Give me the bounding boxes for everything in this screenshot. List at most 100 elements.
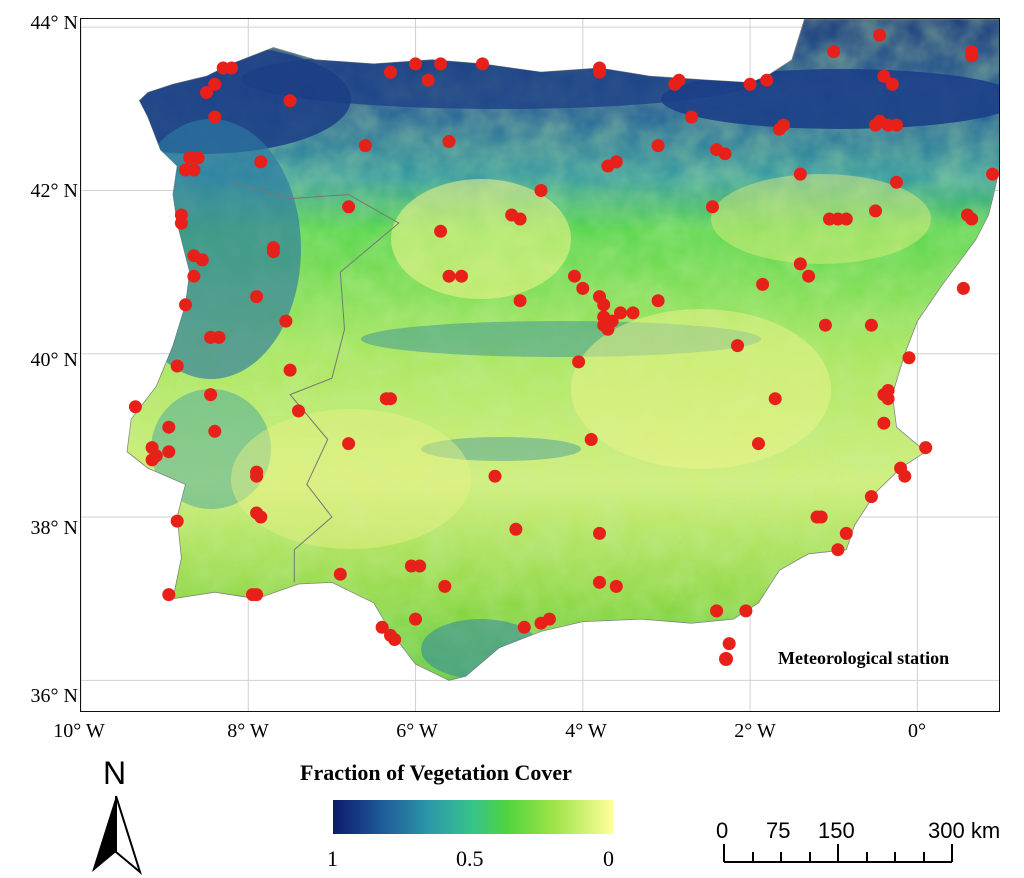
station-marker xyxy=(195,253,209,267)
lat-label-42: 42° N xyxy=(30,180,78,202)
lon-label-10w: 10° W xyxy=(53,720,105,742)
station-marker xyxy=(814,510,828,524)
station-marker xyxy=(768,392,782,406)
station-marker xyxy=(208,77,222,91)
station-marker xyxy=(902,351,916,365)
station-marker xyxy=(200,86,213,99)
station-marker xyxy=(601,159,615,173)
station-marker xyxy=(434,57,448,71)
station-marker xyxy=(212,330,226,344)
station-marker xyxy=(517,620,531,634)
station-marker xyxy=(731,339,744,353)
station-marker xyxy=(827,45,841,59)
colorbar-label-right: 0 xyxy=(603,846,614,871)
station-marker xyxy=(651,139,665,153)
station-marker xyxy=(584,433,598,446)
station-marker xyxy=(752,437,765,451)
station-marker xyxy=(513,294,527,308)
map-frame xyxy=(80,18,1000,712)
station-marker xyxy=(873,28,887,42)
station-marker xyxy=(772,122,786,136)
station-marker xyxy=(609,579,623,593)
station-marker xyxy=(292,404,305,418)
station-marker xyxy=(839,212,853,226)
station-marker xyxy=(869,204,882,218)
station-marker xyxy=(760,73,774,87)
station-marker xyxy=(756,277,770,291)
station-marker xyxy=(597,298,611,312)
station-marker xyxy=(421,73,435,87)
lat-label-44: 44° N xyxy=(30,12,78,34)
colorbar-label-left: 1 xyxy=(327,846,338,871)
map-canvas xyxy=(81,19,999,711)
station-marker xyxy=(187,269,201,283)
station-marker xyxy=(877,416,891,430)
station-marker xyxy=(509,522,523,536)
station-marker xyxy=(890,175,903,189)
lon-label-6w: 6° W xyxy=(396,720,438,742)
station-marker xyxy=(254,155,268,169)
lat-label-40: 40° N xyxy=(30,349,78,371)
colorbar-title: Fraction of Vegetation Cover xyxy=(300,760,572,785)
station-marker xyxy=(593,526,606,540)
north-letter: N xyxy=(103,755,127,791)
station-marker xyxy=(162,588,176,602)
station-marker xyxy=(542,612,556,626)
station-marker xyxy=(793,257,807,271)
station-marker xyxy=(718,147,732,161)
station-marker xyxy=(831,543,845,557)
station-marker xyxy=(388,633,402,646)
station-marker xyxy=(802,269,816,283)
station-marker xyxy=(434,224,448,238)
station-marker xyxy=(898,469,912,483)
station-marker xyxy=(442,269,456,283)
station-marker xyxy=(601,322,615,336)
station-marker xyxy=(250,588,264,602)
station-marker xyxy=(890,118,903,132)
station-marker xyxy=(250,290,264,304)
station-marker xyxy=(183,151,197,165)
station-marker xyxy=(145,453,159,467)
station-marker xyxy=(384,392,397,406)
station-marker xyxy=(919,441,933,455)
station-marker xyxy=(342,200,356,214)
station-marker xyxy=(743,77,757,91)
station-marker xyxy=(572,355,586,369)
scale-label-0: 0 xyxy=(716,818,729,843)
station-marker xyxy=(793,167,807,181)
lat-label-38: 38° N xyxy=(30,517,78,539)
station-marker xyxy=(279,314,293,328)
vegetation-texture xyxy=(127,19,999,681)
station-marker xyxy=(593,575,606,589)
station-marker xyxy=(864,318,878,332)
station-marker xyxy=(885,77,899,91)
station-marker xyxy=(614,306,627,320)
station-marker xyxy=(476,57,489,71)
north-arrow-icon xyxy=(92,795,142,875)
lon-label-0: 0° xyxy=(908,720,926,742)
station-marker xyxy=(877,69,891,83)
station-marker xyxy=(818,318,832,332)
station-marker xyxy=(266,245,280,259)
station-marker xyxy=(877,388,891,402)
station-marker xyxy=(438,579,452,593)
station-marker xyxy=(384,65,397,79)
station-marker xyxy=(534,184,548,197)
station-marker xyxy=(409,57,422,71)
portugal-spain-border xyxy=(231,181,400,583)
station-marker xyxy=(179,163,192,177)
colorbar-label-mid: 0.5 xyxy=(456,846,484,871)
station-marker xyxy=(375,620,389,634)
colorbar xyxy=(333,800,613,834)
lon-label-4w: 4° W xyxy=(565,720,607,742)
station-marker xyxy=(162,420,176,434)
station-marker xyxy=(513,212,527,226)
station-marker xyxy=(965,45,979,59)
station-marker xyxy=(342,437,356,451)
station-marker xyxy=(174,216,188,230)
station-marker xyxy=(956,281,970,295)
scale-label-75: 75 xyxy=(766,818,791,843)
station-marker xyxy=(208,110,222,124)
station-marker xyxy=(208,424,222,438)
station-marker xyxy=(722,637,736,651)
